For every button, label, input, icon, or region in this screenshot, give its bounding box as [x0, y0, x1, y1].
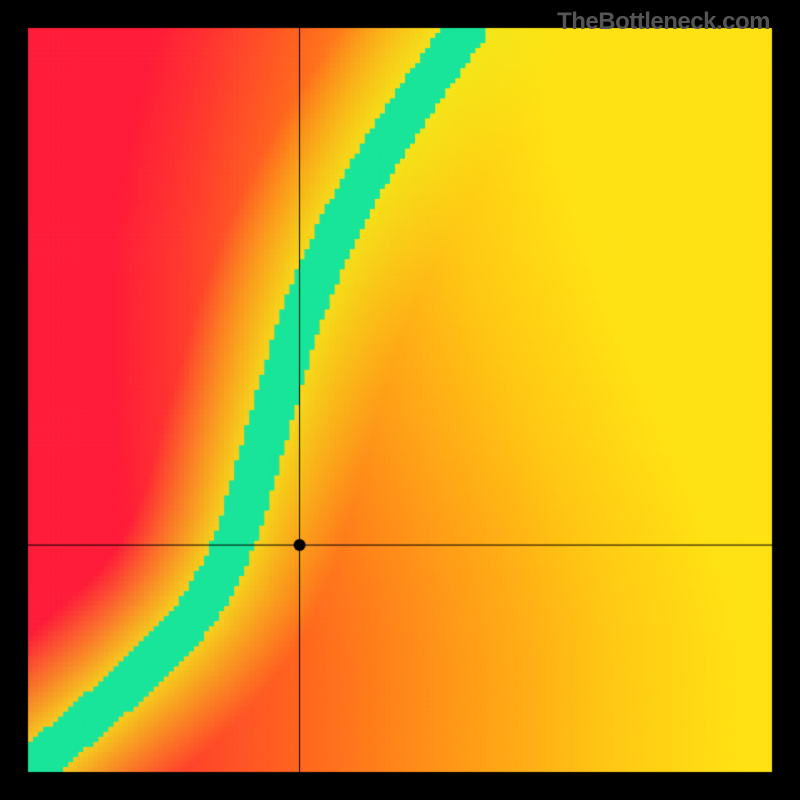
heatmap-canvas [0, 0, 800, 800]
watermark-text: TheBottleneck.com [557, 8, 770, 36]
chart-container: TheBottleneck.com [0, 0, 800, 800]
